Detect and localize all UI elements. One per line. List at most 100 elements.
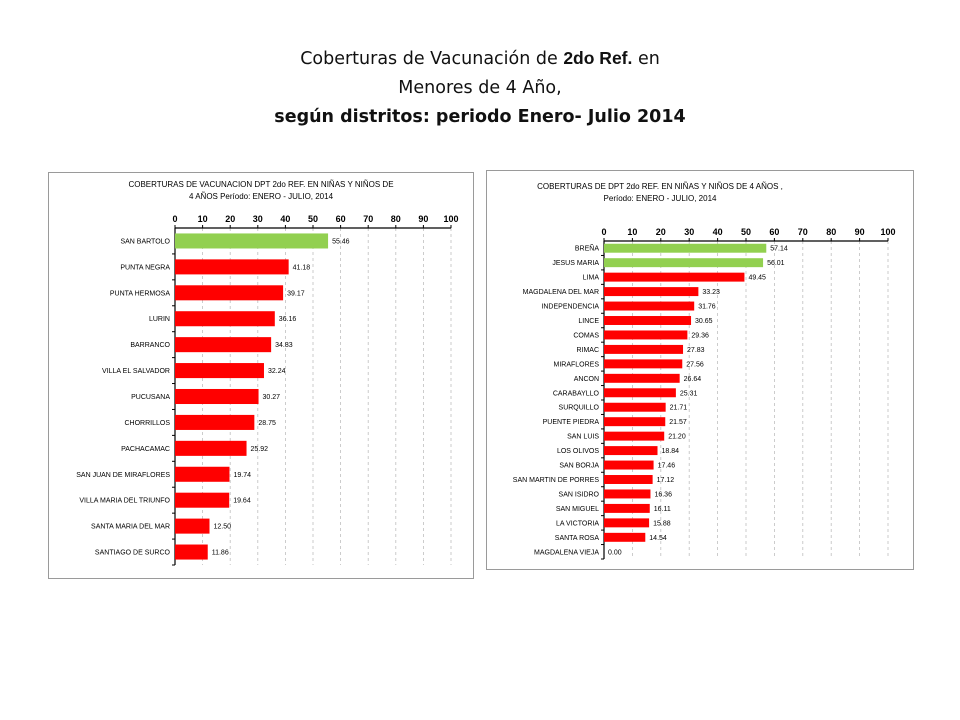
left-chart-title-line: 4 AÑOS Período: ENERO - JULIO, 2014 (189, 192, 334, 201)
chart-southern-districts: COBERTURAS DE VACUNACION DPT 2do REF. EN… (48, 172, 474, 579)
right-value-label: 30.65 (695, 318, 713, 325)
left-value-label: 19.74 (233, 472, 251, 479)
right-bar (604, 272, 745, 282)
right-value-label: 18.84 (662, 448, 680, 455)
right-value-label: 26.64 (684, 376, 702, 383)
left-category-label: PACHACAMAC (121, 446, 170, 453)
right-bar (604, 402, 666, 412)
left-value-label: 55.46 (332, 238, 350, 245)
right-bar (604, 446, 658, 456)
right-value-label: 49.45 (748, 275, 766, 282)
slide-title-part-2: en (632, 49, 660, 69)
slide-title: Coberturas de Vacunación de 2do Ref. en … (180, 44, 780, 132)
right-category-label: SURQUILLO (559, 405, 600, 412)
left-x-tick-label: 50 (308, 214, 318, 224)
right-bar (604, 301, 695, 311)
left-value-label: 25.92 (251, 446, 269, 453)
right-bar (604, 489, 651, 499)
right-x-tick-label: 10 (627, 227, 637, 237)
left-bar (175, 259, 289, 275)
right-bar (604, 417, 666, 427)
right-category-label: INDEPENDENCIA (541, 304, 599, 311)
right-x-tick-label: 70 (798, 227, 808, 237)
left-value-label: 30.27 (263, 394, 281, 401)
right-bar (604, 503, 650, 513)
left-category-label: CHORRILLOS (124, 420, 170, 427)
right-bar (604, 287, 699, 297)
left-category-label: PUNTA HERMOSA (110, 290, 170, 297)
right-value-label: 21.20 (668, 434, 686, 441)
right-category-label: JESUS MARIA (552, 260, 599, 267)
right-value-label: 0.00 (608, 549, 622, 556)
right-bar (604, 388, 676, 398)
right-category-label: SAN ISIDRO (559, 491, 600, 498)
left-value-label: 41.18 (293, 264, 311, 271)
right-bar (604, 518, 650, 528)
left-x-tick-label: 0 (172, 214, 177, 224)
right-value-label: 27.56 (686, 361, 704, 368)
right-category-label: COMAS (573, 332, 599, 339)
left-category-label: SANTIAGO DE SURCO (95, 550, 171, 557)
right-category-label: MIRAFLORES (553, 361, 599, 368)
right-value-label: 16.11 (654, 506, 671, 513)
right-category-label: PUENTE PIEDRA (543, 419, 600, 426)
right-x-tick-label: 80 (826, 227, 836, 237)
right-value-label: 17.46 (658, 463, 676, 470)
right-bar (604, 243, 767, 253)
right-x-tick-label: 30 (684, 227, 694, 237)
left-chart-title-line: COBERTURAS DE VACUNACION DPT 2do REF. EN… (128, 180, 393, 189)
left-x-tick-label: 80 (391, 214, 401, 224)
left-category-label: SAN BARTOLO (120, 238, 170, 245)
left-category-label: VILLA MARIA DEL TRIUNFO (79, 498, 170, 505)
left-bar (175, 337, 272, 353)
right-value-label: 56.01 (767, 260, 785, 267)
left-bar (175, 466, 230, 482)
right-bar (604, 373, 680, 383)
left-bar (175, 388, 259, 405)
left-bar (175, 285, 284, 301)
left-category-label: SAN JUAN DE MIRAFLORES (76, 472, 170, 479)
left-value-label: 12.50 (214, 524, 232, 531)
right-bar (604, 431, 665, 441)
slide-title-line-2: Menores de 4 Año, (398, 78, 562, 98)
right-chart-title-line: Período: ENERO - JULIO, 2014 (604, 194, 717, 203)
right-category-label: LA VICTORIA (556, 520, 599, 527)
left-bar (175, 518, 210, 534)
right-category-label: BREÑA (575, 244, 599, 253)
right-category-label: SAN MIGUEL (556, 506, 599, 513)
right-value-label: 33.23 (702, 289, 720, 296)
right-category-label: SAN MARTIN DE PORRES (513, 477, 600, 484)
right-bar (604, 460, 654, 470)
right-category-label: LOS OLIVOS (557, 448, 599, 455)
left-value-label: 32.24 (268, 368, 286, 375)
right-chart-title-line: COBERTURAS DE DPT 2do REF. EN NIÑAS Y NI… (537, 182, 783, 191)
left-category-label: LURIN (149, 316, 170, 323)
right-category-label: LIMA (583, 275, 600, 282)
bar-chart-svg-right: COBERTURAS DE DPT 2do REF. EN NIÑAS Y NI… (513, 182, 896, 560)
left-x-tick-label: 30 (253, 214, 263, 224)
right-value-label: 14.54 (649, 535, 667, 542)
left-bar (175, 492, 230, 508)
right-value-label: 21.57 (669, 419, 687, 426)
right-category-label: MAGDALENA VIEJA (534, 549, 599, 556)
right-category-label: ANCON (574, 376, 599, 383)
slide-title-line-1: Coberturas de Vacunación de 2do Ref. en (180, 44, 780, 74)
left-value-label: 19.64 (233, 498, 251, 505)
left-x-tick-label: 90 (418, 214, 428, 224)
left-bar (175, 440, 247, 456)
right-x-tick-label: 50 (741, 227, 751, 237)
right-value-label: 15.88 (653, 520, 671, 527)
right-x-tick-label: 40 (713, 227, 723, 237)
left-value-label: 34.83 (275, 342, 293, 349)
right-value-label: 16.36 (654, 491, 672, 498)
right-value-label: 31.76 (698, 304, 716, 311)
left-bar (175, 311, 275, 327)
slide-title-line-3: según distritos: periodo Enero- Julio 20… (274, 107, 686, 127)
right-value-label: 27.83 (687, 347, 705, 354)
right-x-tick-label: 20 (656, 227, 666, 237)
right-x-tick-label: 90 (855, 227, 865, 237)
right-bar (604, 475, 653, 484)
right-category-label: LINCE (578, 318, 599, 325)
right-category-label: MAGDALENA DEL MAR (523, 289, 599, 296)
right-bar (604, 344, 684, 354)
